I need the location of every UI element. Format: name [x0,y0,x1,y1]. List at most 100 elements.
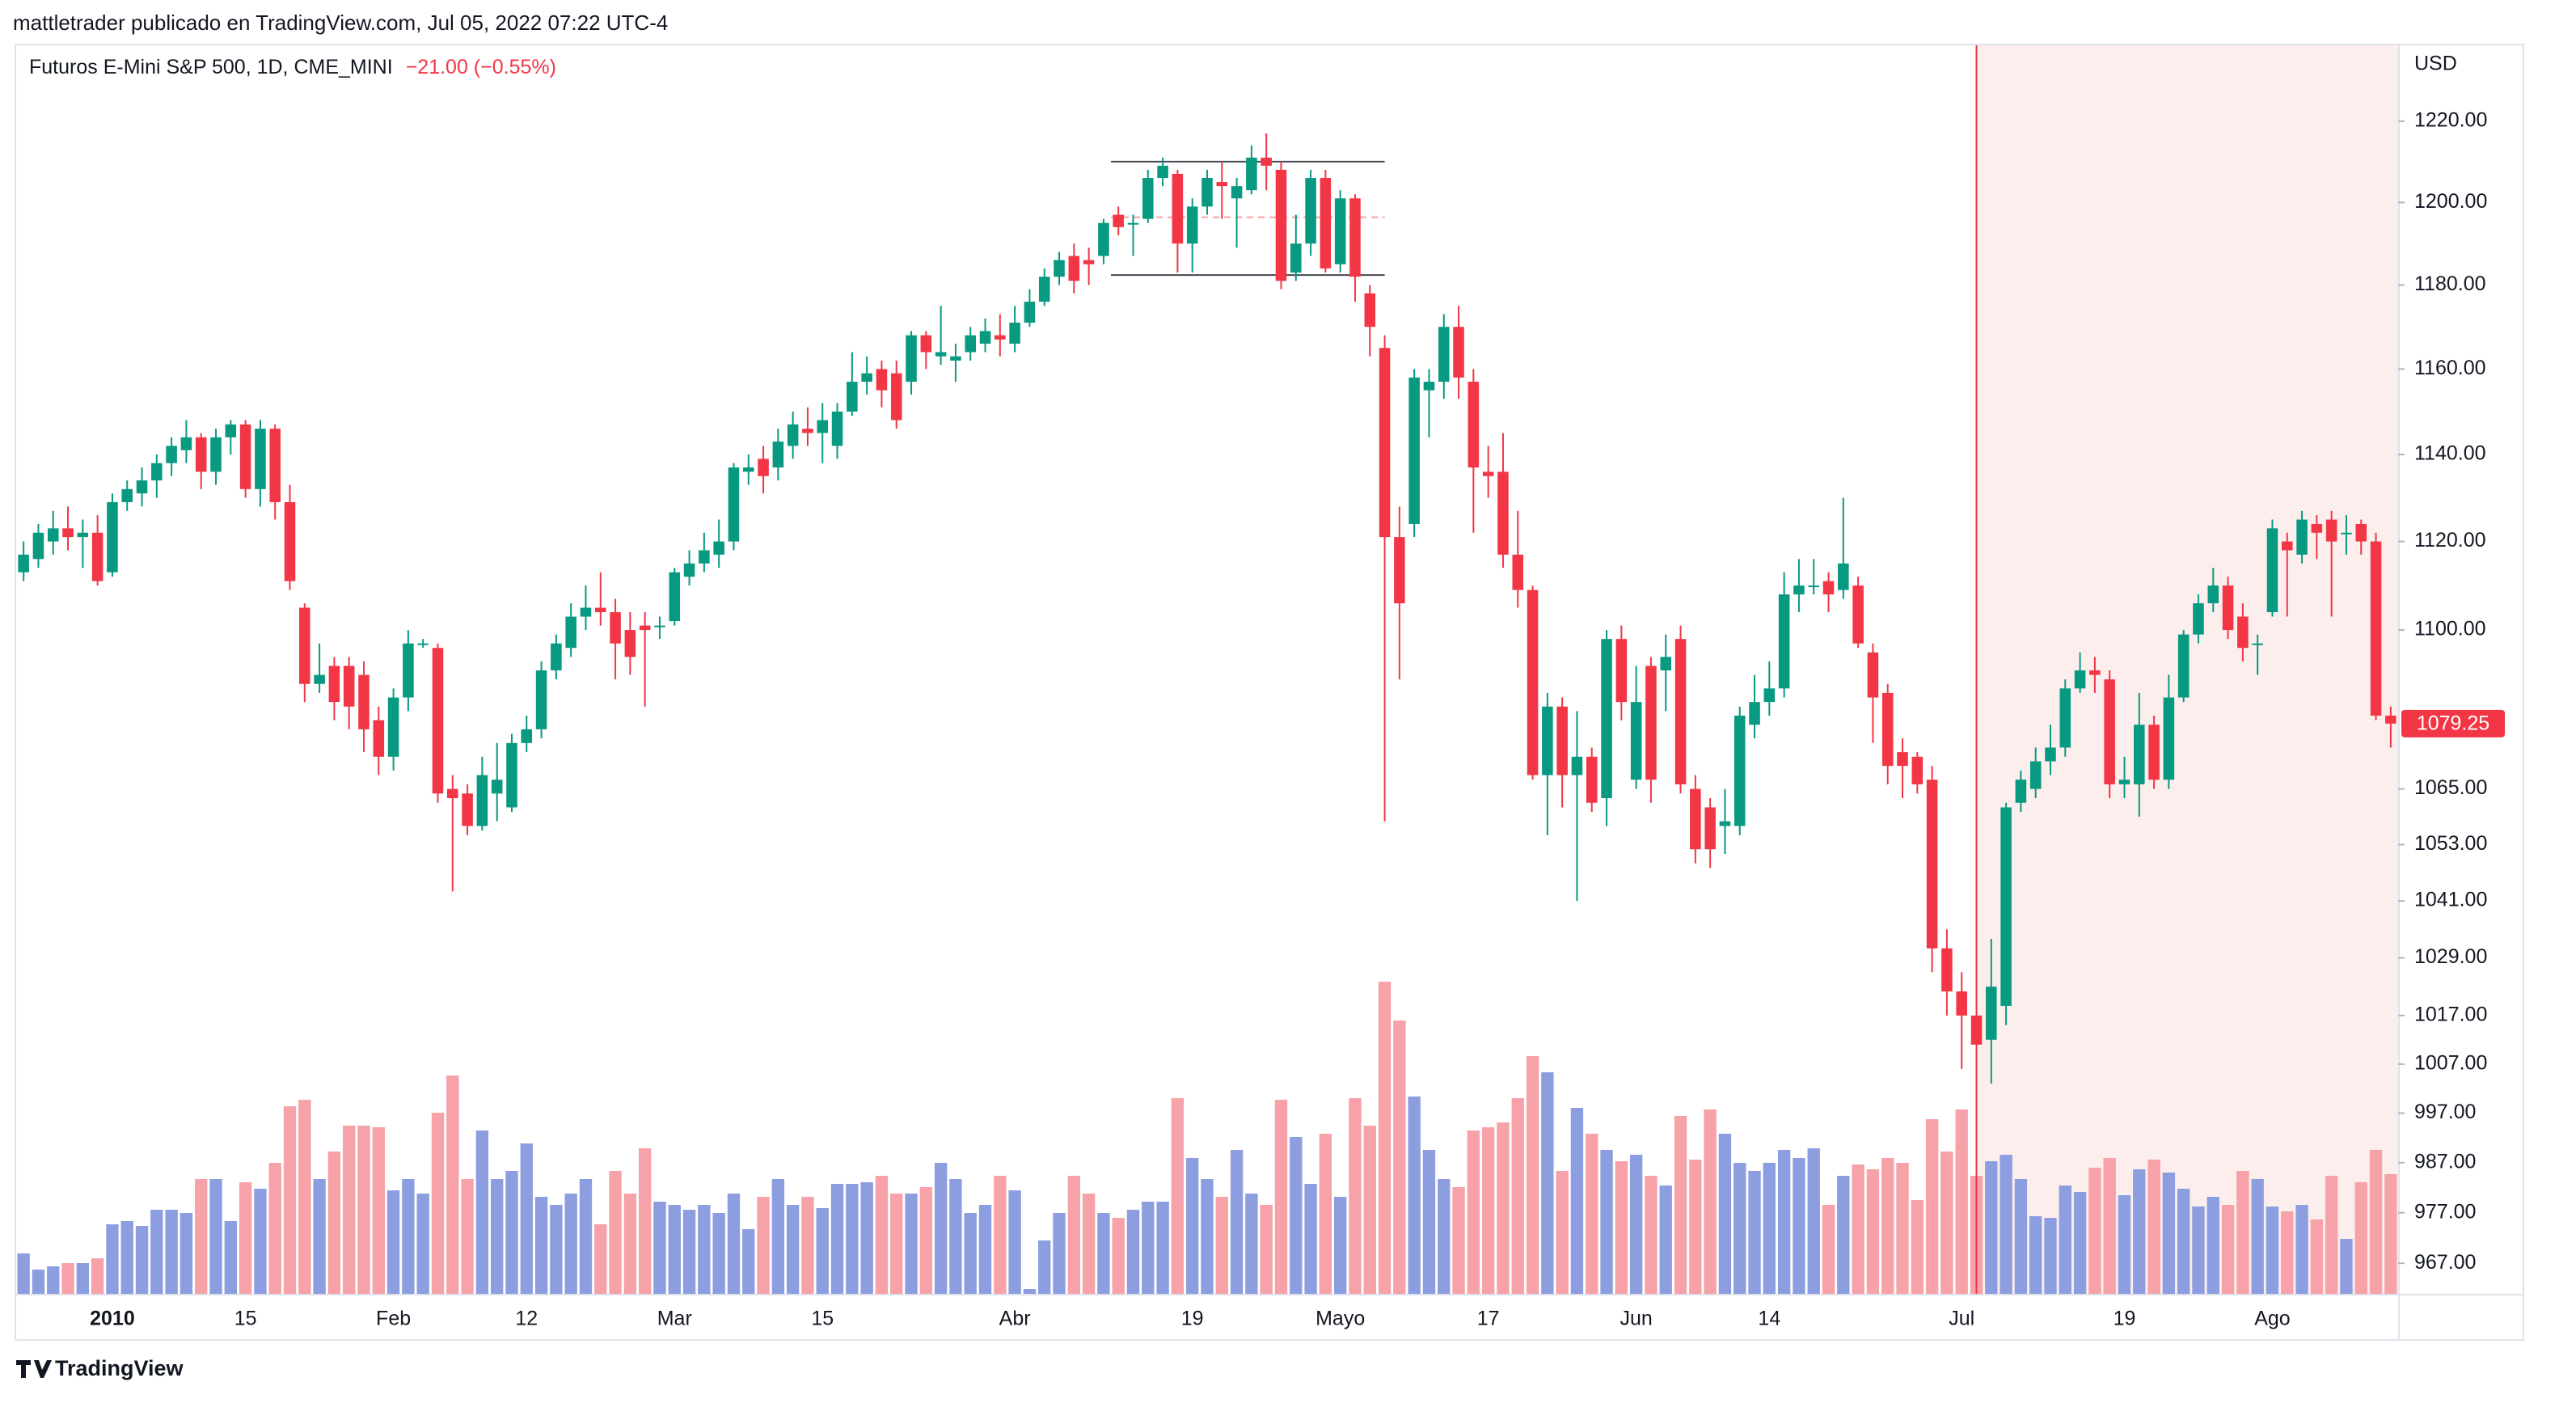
candle-body [2266,528,2278,613]
volume-bar [1822,1205,1835,1294]
volume-bar [846,1184,859,1294]
volume-bar [1245,1194,1258,1294]
candle-body [32,532,44,560]
volume-bar [327,1152,341,1294]
volume-bar [757,1197,770,1294]
candle-body [847,382,858,412]
candle-body [18,554,29,573]
volume-bar [2325,1176,2338,1294]
x-tick-label: 14 [1758,1308,1780,1330]
volume-bar [1097,1213,1110,1294]
candle-body [1290,243,1302,273]
volume-bar [1053,1213,1066,1294]
volume-bar [698,1205,711,1294]
volume-bar [1201,1179,1214,1294]
candle-body [1941,948,1953,992]
candle-body [1453,327,1464,378]
candle-body [1556,706,1568,776]
candle-body [358,674,370,729]
candle-body [2104,679,2115,784]
candle-body [2296,519,2308,555]
y-tick-label: 1180.00 [2414,273,2486,295]
candle-body [1763,688,1776,703]
y-tick-label: 1053.00 [2414,832,2487,855]
volume-bar [594,1224,607,1294]
candle-body [521,729,533,743]
candle-body [1009,323,1020,344]
volume-bar [1438,1179,1451,1294]
volume-bar [2103,1158,2116,1294]
volume-bar [638,1148,652,1294]
volume-bar [1955,1109,1968,1294]
candle-body [491,780,503,794]
volume-bar [1156,1202,1169,1294]
volume-bar [1408,1097,1421,1294]
volume-bar [1541,1072,1554,1294]
volume-bar [1866,1169,1880,1294]
candle-body [195,437,207,472]
candle-body [2370,541,2382,716]
volume-bar [416,1194,429,1294]
candle-body [890,373,902,421]
volume-bar [2147,1160,2160,1294]
volume-bar [2118,1195,2131,1294]
candle-body [995,335,1006,340]
header: mattletrader publicado en TradingView.co… [13,11,668,35]
volume-bar [1378,982,1391,1294]
candle-body [906,335,917,382]
candle-body [462,793,473,826]
volume-bar [1852,1164,1864,1294]
candle-body [1867,652,1879,698]
volume-bar [1274,1100,1288,1294]
volume-bar [1333,1197,1347,1294]
volume-bar [386,1190,400,1294]
volume-bar [298,1100,311,1294]
volume-bar [2369,1150,2383,1294]
candle-body [1512,554,1524,590]
candle-body [2193,603,2204,635]
candle-body [180,437,192,450]
x-tick-label: 2010 [90,1308,135,1330]
candle-body [2281,541,2293,551]
volume-bar [1319,1134,1332,1294]
candle-body [447,788,458,799]
volume-bar [91,1258,104,1294]
candle-body [1172,174,1184,244]
volume-bar [2073,1192,2087,1294]
volume-bar [1215,1197,1228,1294]
volume-bar [564,1194,577,1294]
volume-bar [1497,1122,1510,1294]
volume-bar [2251,1179,2264,1294]
volume-bar [1467,1131,1480,1294]
volume-bar [431,1113,445,1294]
candle-body [1838,563,1849,590]
candle-body [1127,222,1139,225]
volume-bar [2133,1169,2146,1294]
volume-bar [609,1171,622,1294]
candle-body [758,459,769,476]
candle-body [403,643,414,698]
candle-body [669,572,681,622]
candle-body [1231,186,1243,199]
plot [16,45,2523,1339]
volume-bar [1481,1127,1495,1294]
candle-body [2089,670,2101,675]
candle-body [1024,302,1036,323]
candle-body [1645,666,1657,780]
candle-body [1098,222,1109,256]
volume-bar [1393,1021,1406,1294]
volume-bar [801,1197,814,1294]
volume-bar [742,1229,755,1294]
candle-body [476,775,488,826]
x-tick-label: Mayo [1315,1308,1365,1330]
volume-bar [1674,1116,1687,1294]
x-tick-label: 19 [1181,1308,1204,1330]
candle-body [2148,725,2160,780]
candle-body [1275,169,1287,281]
candle-body [1660,657,1672,671]
y-tick-label: 1065.00 [2414,776,2487,799]
volume-bar [1881,1158,1894,1294]
y-tick-label: 967.00 [2414,1251,2476,1274]
volume-bar [1807,1148,1820,1294]
volume-bar [239,1182,252,1294]
